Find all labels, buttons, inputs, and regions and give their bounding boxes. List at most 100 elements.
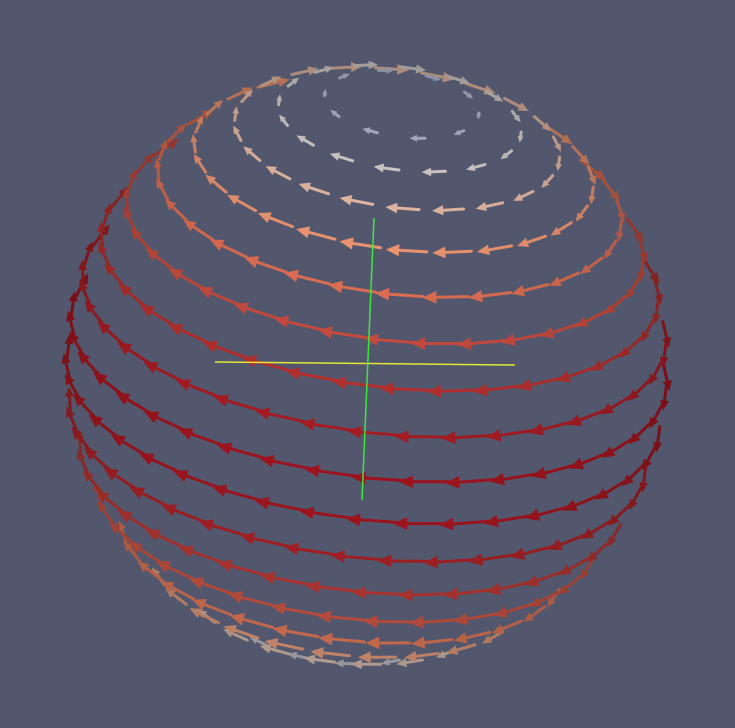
arrow-head <box>103 467 119 481</box>
arrow-head <box>357 651 371 663</box>
arrow-shaft <box>65 342 71 362</box>
arrow-shaft <box>296 547 346 558</box>
arrow-head <box>386 66 394 74</box>
arrow-head <box>307 66 319 76</box>
arrow-head <box>239 532 255 545</box>
arrow-head <box>270 602 286 615</box>
arrow-shaft <box>502 471 544 481</box>
arrow-head <box>97 501 108 513</box>
arrow-head <box>459 76 470 85</box>
arrow-shaft <box>469 339 508 346</box>
arrow-shaft <box>313 657 337 664</box>
arrow-head <box>453 129 461 136</box>
arrow-head <box>342 73 350 79</box>
arrow-shaft <box>296 274 332 286</box>
arrow-shaft <box>268 647 291 656</box>
arrow-head <box>159 139 168 150</box>
arrow-head <box>173 470 189 482</box>
arrow-head <box>649 416 659 429</box>
arrow-head <box>513 193 524 201</box>
arrow-shaft <box>338 74 346 80</box>
arrow-head <box>603 249 613 260</box>
arrow-shaft <box>135 159 149 175</box>
arrow-head <box>381 658 391 666</box>
arrow-shaft <box>451 519 498 526</box>
arrow-head <box>97 321 111 335</box>
arrow-head <box>330 550 345 563</box>
arrow-shaft <box>233 628 260 640</box>
vector-glyphs <box>61 60 672 670</box>
arrow-shaft <box>203 603 233 617</box>
arrow-head <box>137 561 150 573</box>
arrow-shaft <box>429 169 447 174</box>
arrow-head <box>316 610 332 624</box>
arrow-head <box>245 89 254 98</box>
arrow-head <box>432 74 442 82</box>
arrow-shaft <box>662 340 668 359</box>
arrow-head <box>432 246 446 259</box>
arrow-head <box>78 260 88 271</box>
arrow-head <box>233 125 241 135</box>
arrow-shaft <box>351 241 383 250</box>
arrow-shaft <box>453 433 499 440</box>
arrow-head <box>243 256 260 268</box>
arrow-head <box>64 373 75 386</box>
arrow-head <box>77 351 91 365</box>
arrow-shaft <box>240 595 279 609</box>
arrow-head <box>143 361 159 374</box>
arrow-head <box>144 411 160 424</box>
arrow-head <box>432 205 444 216</box>
arrow-shaft <box>359 430 409 438</box>
arrow-shaft <box>116 528 136 546</box>
arrow-shaft <box>82 249 91 268</box>
arrow-head <box>385 202 398 214</box>
arrow-head <box>580 264 592 275</box>
arrow-head <box>108 521 122 534</box>
arrow-head <box>229 613 246 626</box>
arrow-head <box>98 242 108 254</box>
arrow-head <box>145 529 161 542</box>
arrow-shaft <box>230 631 249 642</box>
arrow-shaft <box>580 450 610 465</box>
arrow-shaft <box>583 557 595 573</box>
arrow-shaft <box>167 128 181 143</box>
arrow-shaft <box>522 283 550 293</box>
arrow-head <box>453 612 469 626</box>
arrow-shaft <box>275 642 304 651</box>
arrow-shaft <box>604 478 628 495</box>
arrow-head <box>466 92 474 99</box>
arrow-shaft <box>646 444 658 463</box>
arrow-shaft <box>436 557 481 564</box>
arrow-shaft <box>614 502 632 520</box>
arrow-head <box>493 93 504 102</box>
arrow-head <box>541 179 550 188</box>
arrow-head <box>517 237 530 248</box>
arrow-shaft <box>99 230 104 249</box>
arrow-head <box>409 615 424 629</box>
arrow-shaft <box>587 256 604 270</box>
arrow-shaft <box>302 138 315 147</box>
arrow-shaft <box>79 457 90 476</box>
arrow-shaft <box>445 74 463 82</box>
arrow-shaft <box>654 298 660 316</box>
arrow-head <box>331 376 347 390</box>
arrow-shaft <box>530 605 547 618</box>
arrow-shaft <box>557 221 573 233</box>
arrow-head <box>296 135 306 143</box>
arrow-head <box>211 484 228 497</box>
arrow-head <box>373 163 385 173</box>
arrow-shaft <box>404 658 425 665</box>
arrow-head <box>628 432 641 445</box>
arrow-head <box>88 414 104 428</box>
arrow-head <box>446 645 459 655</box>
arrow-head <box>259 571 275 585</box>
arrow-head <box>265 166 277 176</box>
arrow-head <box>123 540 134 552</box>
arrow-shaft <box>618 219 623 235</box>
arrow-head <box>192 598 207 611</box>
arrow-head <box>241 87 253 97</box>
arrow-shaft <box>503 96 522 108</box>
arrow-shaft <box>397 248 429 254</box>
arrow-head <box>304 464 320 478</box>
